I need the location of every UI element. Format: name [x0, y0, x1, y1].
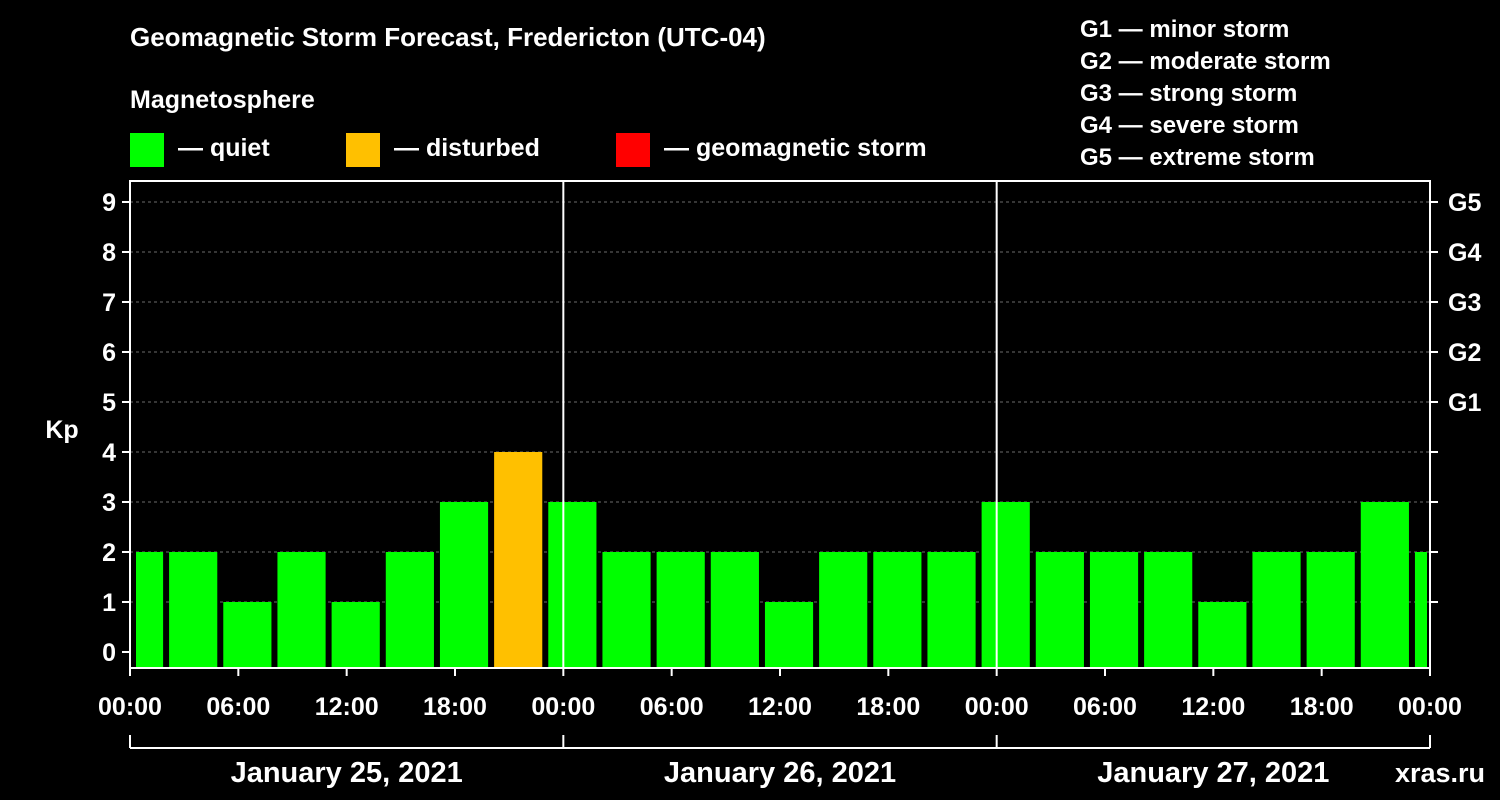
- x-tick-label: 06:00: [206, 693, 270, 721]
- y-tick-label: 4: [102, 439, 116, 467]
- y-tick-label: 7: [102, 289, 116, 317]
- kp-bar: [277, 552, 326, 668]
- x-tick-label: 00:00: [965, 693, 1029, 721]
- x-tick-label: 12:00: [315, 693, 379, 721]
- y-tick-label: 2: [102, 539, 116, 567]
- magnetosphere-heading: Magnetosphere: [130, 86, 315, 114]
- legend-label-disturbed: — disturbed: [394, 134, 540, 162]
- kp-bar: [927, 552, 976, 668]
- storm-level-label: G5: [1448, 189, 1481, 217]
- storm-level-label: G4: [1448, 239, 1481, 267]
- chart-title: Geomagnetic Storm Forecast, Fredericton …: [130, 22, 766, 52]
- kp-bar: [1360, 502, 1409, 668]
- day-label: January 25, 2021: [231, 757, 463, 789]
- kp-bar: [764, 602, 814, 668]
- storm-level-label: G2: [1448, 339, 1481, 367]
- y-tick-label: 8: [102, 239, 116, 267]
- kp-bar: [710, 552, 759, 668]
- x-tick-label: 00:00: [531, 693, 595, 721]
- kp-bar: [1089, 552, 1139, 668]
- y-tick-label: 1: [102, 589, 116, 617]
- y-tick-label: 9: [102, 189, 116, 217]
- legend-swatch-disturbed: [346, 133, 380, 167]
- kp-bar: [548, 502, 597, 668]
- watermark: xras.ru: [1395, 758, 1485, 788]
- day-label: January 26, 2021: [664, 757, 896, 789]
- legend-swatch-quiet: [130, 133, 164, 167]
- kp-bar: [136, 552, 164, 668]
- x-tick-label: 00:00: [1398, 693, 1462, 721]
- kp-bar: [873, 552, 922, 668]
- x-tick-label: 06:00: [640, 693, 704, 721]
- kp-bar: [439, 502, 489, 668]
- y-axis-label: Kp: [45, 416, 78, 444]
- x-tick-label: 18:00: [423, 693, 487, 721]
- storm-scale-g3: G3 — strong storm: [1080, 80, 1298, 107]
- kp-bar: [1306, 552, 1355, 668]
- x-tick-label: 18:00: [1290, 693, 1354, 721]
- kp-bar: [1144, 552, 1193, 668]
- kp-bar: [331, 602, 380, 668]
- x-tick-label: 12:00: [1181, 693, 1245, 721]
- storm-scale-g5: G5 — extreme storm: [1080, 144, 1315, 171]
- y-tick-label: 5: [102, 389, 116, 417]
- storm-scale-g1: G1 — minor storm: [1080, 16, 1290, 43]
- kp-bar: [494, 452, 543, 668]
- kp-bar: [602, 552, 651, 668]
- storm-level-label: G1: [1448, 389, 1481, 417]
- kp-bar: [1198, 602, 1247, 668]
- kp-bar: [385, 552, 434, 668]
- kp-bar: [819, 552, 868, 668]
- kp-bar: [1252, 552, 1301, 668]
- x-tick-label: 06:00: [1073, 693, 1137, 721]
- kp-bar: [981, 502, 1030, 668]
- kp-bar: [1414, 552, 1427, 668]
- day-label: January 27, 2021: [1097, 757, 1329, 789]
- x-tick-label: 00:00: [98, 693, 162, 721]
- kp-bar: [223, 602, 272, 668]
- storm-scale-g4: G4 — severe storm: [1080, 112, 1299, 139]
- kp-bar: [656, 552, 705, 668]
- legend-label-quiet: — quiet: [178, 134, 270, 162]
- kp-bar: [169, 552, 218, 668]
- x-tick-label: 12:00: [748, 693, 812, 721]
- storm-scale-g2: G2 — moderate storm: [1080, 48, 1331, 75]
- kp-bar: [1035, 552, 1084, 668]
- x-tick-label: 18:00: [856, 693, 920, 721]
- y-tick-label: 0: [102, 639, 116, 667]
- y-tick-label: 3: [102, 489, 116, 517]
- legend-swatch-storm: [616, 133, 650, 167]
- legend-label-storm: — geomagnetic storm: [664, 134, 927, 162]
- y-tick-label: 6: [102, 339, 116, 367]
- storm-level-label: G3: [1448, 289, 1481, 317]
